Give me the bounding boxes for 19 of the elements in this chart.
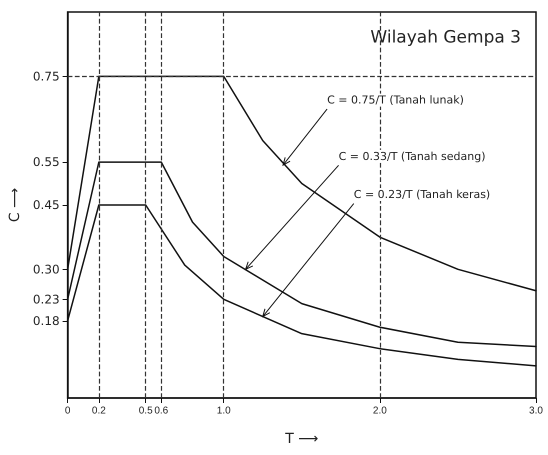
x-tick-label: 3.0	[529, 406, 544, 416]
y-tick-label: 0.23	[32, 292, 60, 306]
annotation: C = 0.23/T (Tanah keras)	[354, 188, 490, 202]
x-tick-label: 2.0	[372, 406, 388, 416]
x-tick-label: 1.0	[216, 406, 232, 416]
annotation: C = 0.75/T (Tanah lunak)	[327, 94, 464, 107]
y-tick-label: 0.75	[32, 69, 60, 84]
y-tick-label: 0.55	[32, 155, 60, 170]
x-tick-label: 0.6	[154, 406, 169, 416]
y-axis-title: C ⟶	[7, 188, 23, 222]
x-axis-title: T ⟶	[284, 431, 318, 447]
x-tick-label: 0.5	[138, 406, 154, 416]
annotation: C = 0.33/T (Tanah sedang)	[338, 150, 486, 163]
y-tick-label: 0.30	[32, 262, 60, 276]
y-tick-label: 0.18	[32, 314, 60, 328]
y-tick-label: 0.45	[32, 198, 60, 212]
x-tick-label: 0	[64, 406, 71, 416]
text: Wilayah Gempa 3	[370, 28, 521, 48]
x-tick-label: 0.2	[92, 406, 106, 416]
